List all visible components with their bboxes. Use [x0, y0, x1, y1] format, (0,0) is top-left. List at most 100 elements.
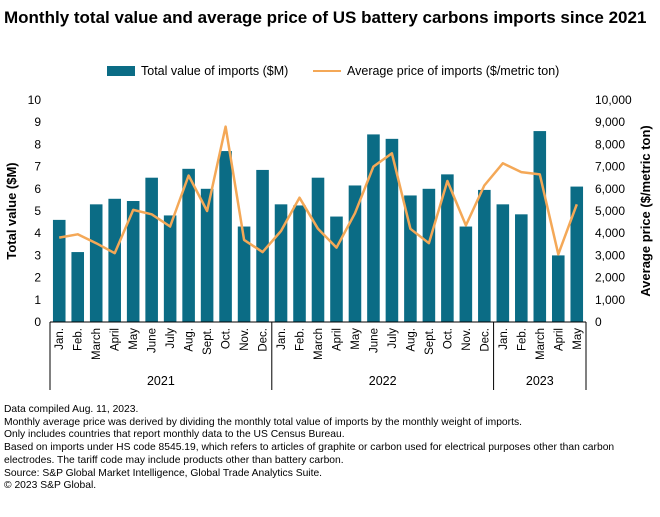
y-tick-label: 0	[34, 315, 41, 329]
note-line: Only includes countries that report mont…	[4, 429, 345, 441]
legend-bar-swatch	[107, 66, 135, 76]
y-axis-title: Total value ($M)	[4, 162, 19, 259]
x-tick-label: Dec.	[479, 328, 491, 352]
x-tick-label: Sept.	[424, 328, 436, 355]
x-tick-label: Sept.	[202, 328, 214, 355]
legend-line-swatch	[313, 70, 341, 72]
x-tick-label: Oct.	[442, 328, 454, 349]
bar	[311, 177, 325, 322]
bar	[496, 204, 510, 322]
x-tick-label: March	[535, 328, 547, 360]
y-tick-label: 7	[34, 160, 41, 174]
y-tick-label: 4	[34, 226, 41, 240]
bar	[385, 138, 399, 322]
x-tick-label: May	[350, 328, 362, 350]
legend: Total value of imports ($M) Average pric…	[0, 64, 660, 82]
x-tick-label: July	[165, 328, 177, 349]
y-right-tick-label: 10,000	[595, 93, 632, 107]
bar	[293, 205, 306, 322]
y-right-tick-label: 2,000	[595, 271, 625, 285]
x-tick-label: Aug.	[184, 328, 196, 352]
y-axis-title-right: Average price ($/metric ton)	[638, 125, 653, 296]
price-line	[58, 125, 578, 256]
chart-notes: Data compiled Aug. 11, 2023. Monthly aver…	[4, 404, 656, 493]
y-right-tick-label: 0	[595, 315, 602, 329]
x-tick-label: Nov.	[461, 328, 473, 351]
note-line: Source: S&P Global Market Intelligence, …	[4, 467, 323, 479]
x-tick-label: Jan.	[276, 328, 288, 350]
x-tick-label: June	[147, 328, 159, 353]
group-label: 2022	[369, 374, 397, 388]
x-tick-label: April	[553, 328, 565, 351]
bar	[441, 174, 454, 322]
x-tick-label: March	[91, 328, 103, 360]
bar	[126, 201, 140, 322]
bar	[52, 219, 66, 322]
y-right-tick-label: 5,000	[595, 204, 625, 218]
bar	[367, 134, 380, 322]
bar	[108, 198, 121, 322]
bar	[348, 185, 362, 322]
legend-bar-label: Total value of imports ($M)	[141, 64, 289, 78]
y-right-tick-label: 3,000	[595, 248, 625, 262]
x-tick-label: Feb.	[73, 328, 85, 351]
legend-item-line: Average price of imports ($/metric ton)	[313, 64, 559, 78]
bar	[570, 186, 584, 322]
x-tick-label: Aug.	[405, 328, 417, 352]
bar	[89, 204, 103, 322]
x-tick-label: May	[572, 328, 584, 350]
chart-area: 0 1 2 3 4 5 6 7 8 9 10 0 1,000 2,000 3,000 4,000 5,000 6,…	[4, 93, 653, 390]
bar	[163, 215, 177, 322]
bar	[182, 168, 195, 322]
y-right-tick-label: 8,000	[595, 137, 625, 151]
note-line: Data compiled Aug. 11, 2023.	[4, 404, 139, 415]
bar	[515, 214, 528, 322]
x-tick-label: April	[331, 328, 343, 351]
bar	[422, 188, 436, 322]
bar	[145, 177, 158, 322]
x-tick-label: March	[313, 328, 325, 360]
x-tick-label: July	[387, 328, 399, 349]
y-right-tick-label: 7,000	[595, 160, 625, 174]
bar	[551, 255, 565, 322]
group-label: 2021	[147, 374, 175, 388]
x-tick-label: Jan.	[498, 328, 510, 350]
bar	[478, 189, 491, 322]
note-line: Based on imports under HS code 8545.19, …	[4, 442, 615, 466]
y-tick-label: 6	[34, 182, 41, 196]
y-right-tick-label: 6,000	[595, 182, 625, 196]
x-tick-label: Oct.	[221, 328, 233, 349]
note-line: Monthly average price was derived by div…	[4, 416, 522, 428]
legend-line-label: Average price of imports ($/metric ton)	[347, 64, 560, 78]
bar	[200, 188, 214, 322]
bar	[219, 151, 232, 322]
bar	[459, 226, 473, 322]
x-tick-label: April	[110, 328, 122, 351]
note-line: © 2023 S&P Global.	[4, 480, 97, 492]
x-tick-label: Jan.	[54, 328, 66, 350]
y-tick-label: 2	[34, 271, 41, 285]
x-tick-label: May	[128, 328, 140, 350]
y-tick-label: 5	[34, 204, 41, 218]
y-tick-label: 9	[34, 115, 41, 129]
y-right-tick-label: 9,000	[595, 115, 625, 129]
y-right-tick-label: 4,000	[595, 226, 625, 240]
x-tick-label: June	[368, 328, 380, 353]
y-tick-label: 8	[34, 137, 41, 151]
x-tick-label: Feb.	[516, 328, 528, 351]
legend-item-bars: Total value of imports ($M)	[107, 64, 288, 78]
x-tick-label: Dec.	[258, 328, 270, 352]
bar	[533, 131, 547, 322]
y-tick-label: 1	[34, 293, 41, 307]
y-right-tick-label: 1,000	[595, 293, 625, 307]
chart-title: Monthly total value and average price of…	[4, 8, 647, 27]
bar	[330, 216, 343, 322]
x-tick-label: Feb.	[295, 328, 307, 351]
y-tick-label: 3	[34, 248, 41, 262]
bar	[71, 252, 85, 322]
bar	[237, 226, 251, 322]
group-label: 2023	[526, 374, 554, 388]
y-tick-label: 10	[28, 93, 42, 107]
bar	[256, 169, 269, 322]
x-tick-label: Nov.	[239, 328, 251, 351]
